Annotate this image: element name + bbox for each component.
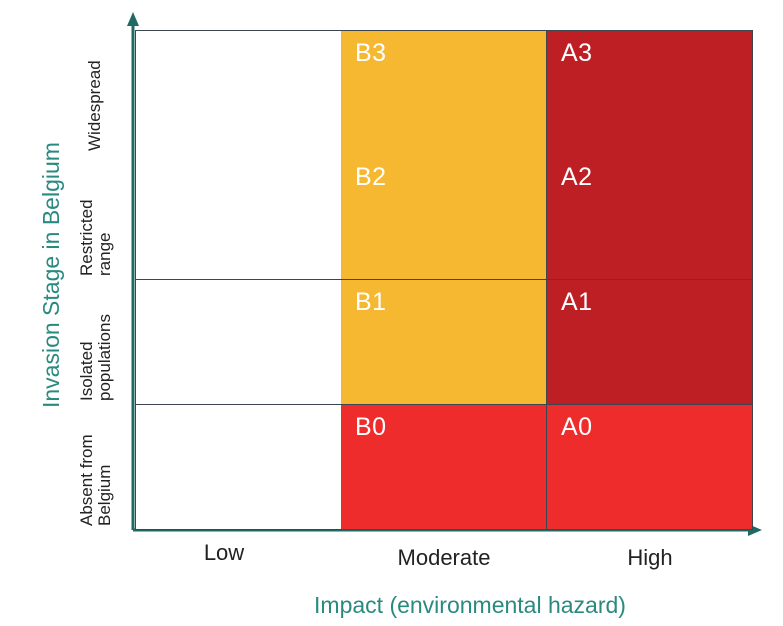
y-tick-0: Absent from Belgium <box>77 434 114 526</box>
cell-code: B3 <box>355 39 387 67</box>
y-tick-2: Restricted range <box>77 199 114 276</box>
matrix-cell-low-0 <box>135 30 342 156</box>
matrix-cell-a1: A1 <box>547 280 753 405</box>
matrix-cell-a0: A0 <box>547 405 753 530</box>
matrix-cell-b3: B3 <box>341 30 547 156</box>
cell-code: A1 <box>561 288 593 316</box>
matrix-cell-low-3 <box>135 405 342 530</box>
y-axis-title: Invasion Stage in Belgium <box>38 142 64 408</box>
y-axis-arrow <box>127 12 139 26</box>
cell-code: B0 <box>355 413 387 441</box>
matrix-cell-a2: A2 <box>547 155 753 280</box>
matrix-cell-b2: B2 <box>341 155 547 280</box>
matrix-cell-b1: B1 <box>341 280 547 405</box>
x-tick-low: Low <box>203 540 245 565</box>
cell-code: B2 <box>355 163 387 191</box>
cell-code: A2 <box>561 163 593 191</box>
y-tick-1: Isolated populations <box>77 314 114 401</box>
cell-code: B1 <box>355 288 387 316</box>
matrix-cell-low-1 <box>135 155 342 280</box>
cell-code: A0 <box>561 413 593 441</box>
x-tick-moderate: Moderate <box>397 545 491 570</box>
y-tick-3: Widespread <box>85 60 104 151</box>
x-axis-title: Impact (environmental hazard) <box>314 592 626 618</box>
matrix-cell-low-2 <box>135 280 342 405</box>
matrix-cell-b0: B0 <box>341 405 547 530</box>
x-tick-high: High <box>627 545 673 570</box>
cell-code: A3 <box>561 39 593 67</box>
matrix-cell-a3: A3 <box>547 30 753 156</box>
